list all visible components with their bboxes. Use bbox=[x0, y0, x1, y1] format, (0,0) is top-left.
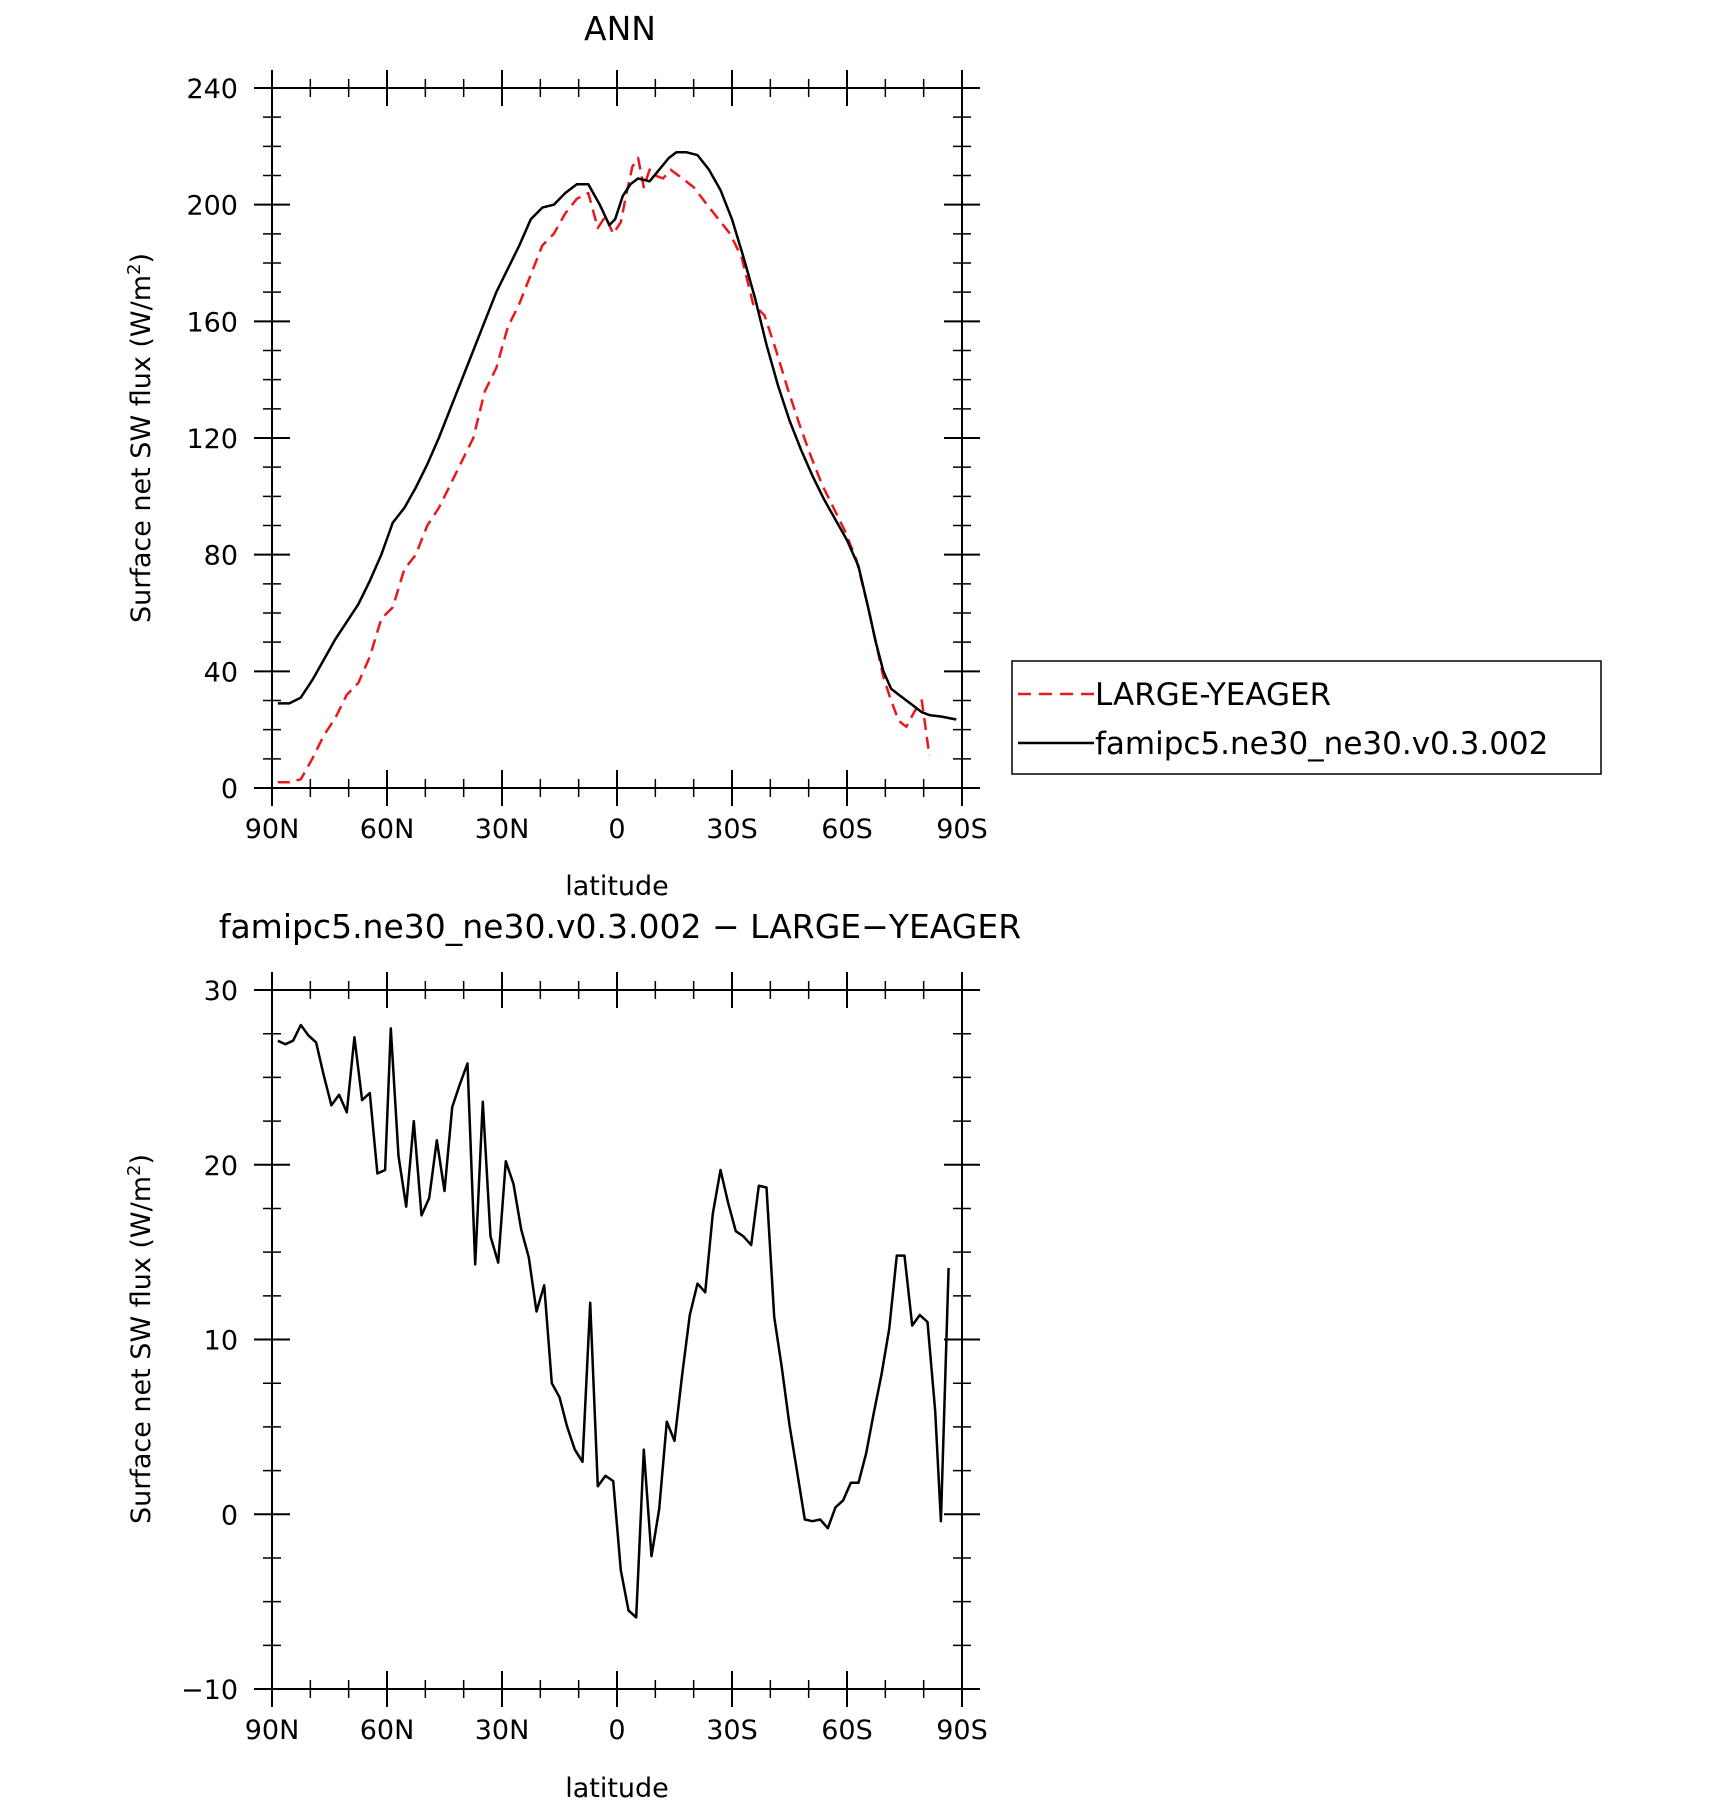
top-x-tick-label: 30N bbox=[475, 814, 530, 845]
bottom-y-axis-label: Surface net SW flux (W/m2) bbox=[124, 1154, 158, 1524]
bottom-y-tick-label: 30 bbox=[204, 976, 238, 1007]
top-x-tick-label: 30S bbox=[706, 814, 758, 845]
top-y-tick-label: 160 bbox=[186, 307, 238, 338]
top-series-line-0 bbox=[277, 156, 931, 784]
top-x-axis-label: latitude bbox=[565, 871, 669, 902]
bottom-x-tick-label: 90N bbox=[245, 1715, 300, 1746]
bottom-x-tick-label: 30N bbox=[475, 1715, 530, 1746]
legend-label-famipc5: famipc5.ne30_ne30.v0.3.002 bbox=[1095, 726, 1548, 762]
bottom-x-tick-labels: 90N 60N 30N 0 30S 60S 90S bbox=[245, 1715, 988, 1746]
bottom-x-tick-label: 30S bbox=[706, 1715, 758, 1746]
top-y-tick-label: 240 bbox=[186, 74, 238, 105]
top-y-tick-label: 0 bbox=[221, 774, 238, 805]
bottom-x-tick-label: 60S bbox=[821, 1715, 873, 1746]
top-y-axis-label-close: ) bbox=[126, 253, 157, 264]
top-x-tick-label: 0 bbox=[608, 814, 625, 845]
bottom-y-tick-label: −10 bbox=[181, 1675, 238, 1706]
bottom-ticks bbox=[254, 972, 980, 1707]
top-y-axis-label: Surface net SW flux (W/m2) bbox=[124, 253, 158, 623]
top-x-tick-label: 60N bbox=[360, 814, 415, 845]
bottom-y-axis-label-main: Surface net SW flux (W/m bbox=[126, 1176, 157, 1524]
top-series-line-1 bbox=[277, 150, 957, 721]
bottom-y-tick-label: 10 bbox=[204, 1326, 238, 1357]
bottom-x-tick-label: 0 bbox=[608, 1715, 625, 1746]
bottom-y-tick-label: 20 bbox=[204, 1151, 238, 1182]
top-y-tick-label: 80 bbox=[204, 541, 238, 572]
top-x-tick-label: 90S bbox=[936, 814, 988, 845]
top-y-tick-label: 40 bbox=[204, 657, 238, 688]
top-y-tick-label: 120 bbox=[186, 424, 238, 455]
top-x-tick-labels: 90N 60N 30N 0 30S 60S 90S bbox=[245, 814, 988, 845]
bottom-y-axis-label-sup: 2 bbox=[124, 1165, 145, 1176]
bottom-x-axis-label: latitude bbox=[565, 1773, 669, 1804]
legend: LARGE-YEAGER famipc5.ne30_ne30.v0.3.002 bbox=[1011, 660, 1602, 775]
bottom-chart: famipc5.ne30_ne30.v0.3.002 − LARGE−YEAGE… bbox=[124, 907, 1022, 1804]
top-ticks bbox=[254, 70, 980, 806]
bottom-x-tick-label: 60N bbox=[360, 1715, 415, 1746]
bottom-y-tick-labels: −10 0 10 20 30 bbox=[181, 976, 238, 1706]
top-chart: ANN 90N 60N 30N 0 30S 60S 90S 0 40 80 120 160 200 24… bbox=[124, 9, 1602, 902]
top-x-tick-label: 90N bbox=[245, 814, 300, 845]
bottom-y-tick-label: 0 bbox=[221, 1500, 238, 1531]
top-y-axis-label-main: Surface net SW flux (W/m bbox=[126, 275, 157, 623]
top-x-tick-label: 60S bbox=[821, 814, 873, 845]
legend-box bbox=[1011, 660, 1602, 775]
bottom-plot-frame bbox=[271, 989, 963, 1690]
top-chart-title: ANN bbox=[584, 9, 656, 48]
bottom-chart-title: famipc5.ne30_ne30.v0.3.002 − LARGE−YEAGE… bbox=[219, 907, 1021, 946]
top-plot-frame bbox=[271, 87, 963, 789]
top-y-axis-label-sup: 2 bbox=[124, 264, 145, 275]
bottom-series-line-0 bbox=[277, 1023, 950, 1619]
legend-label-large-yeager: LARGE-YEAGER bbox=[1095, 677, 1331, 713]
top-series-group bbox=[277, 150, 957, 784]
top-y-tick-label: 200 bbox=[186, 191, 238, 222]
bottom-x-tick-label: 90S bbox=[936, 1715, 988, 1746]
bottom-series-group bbox=[277, 1023, 950, 1619]
bottom-y-axis-label-close: ) bbox=[126, 1154, 157, 1165]
top-y-tick-labels: 0 40 80 120 160 200 240 bbox=[186, 74, 238, 805]
